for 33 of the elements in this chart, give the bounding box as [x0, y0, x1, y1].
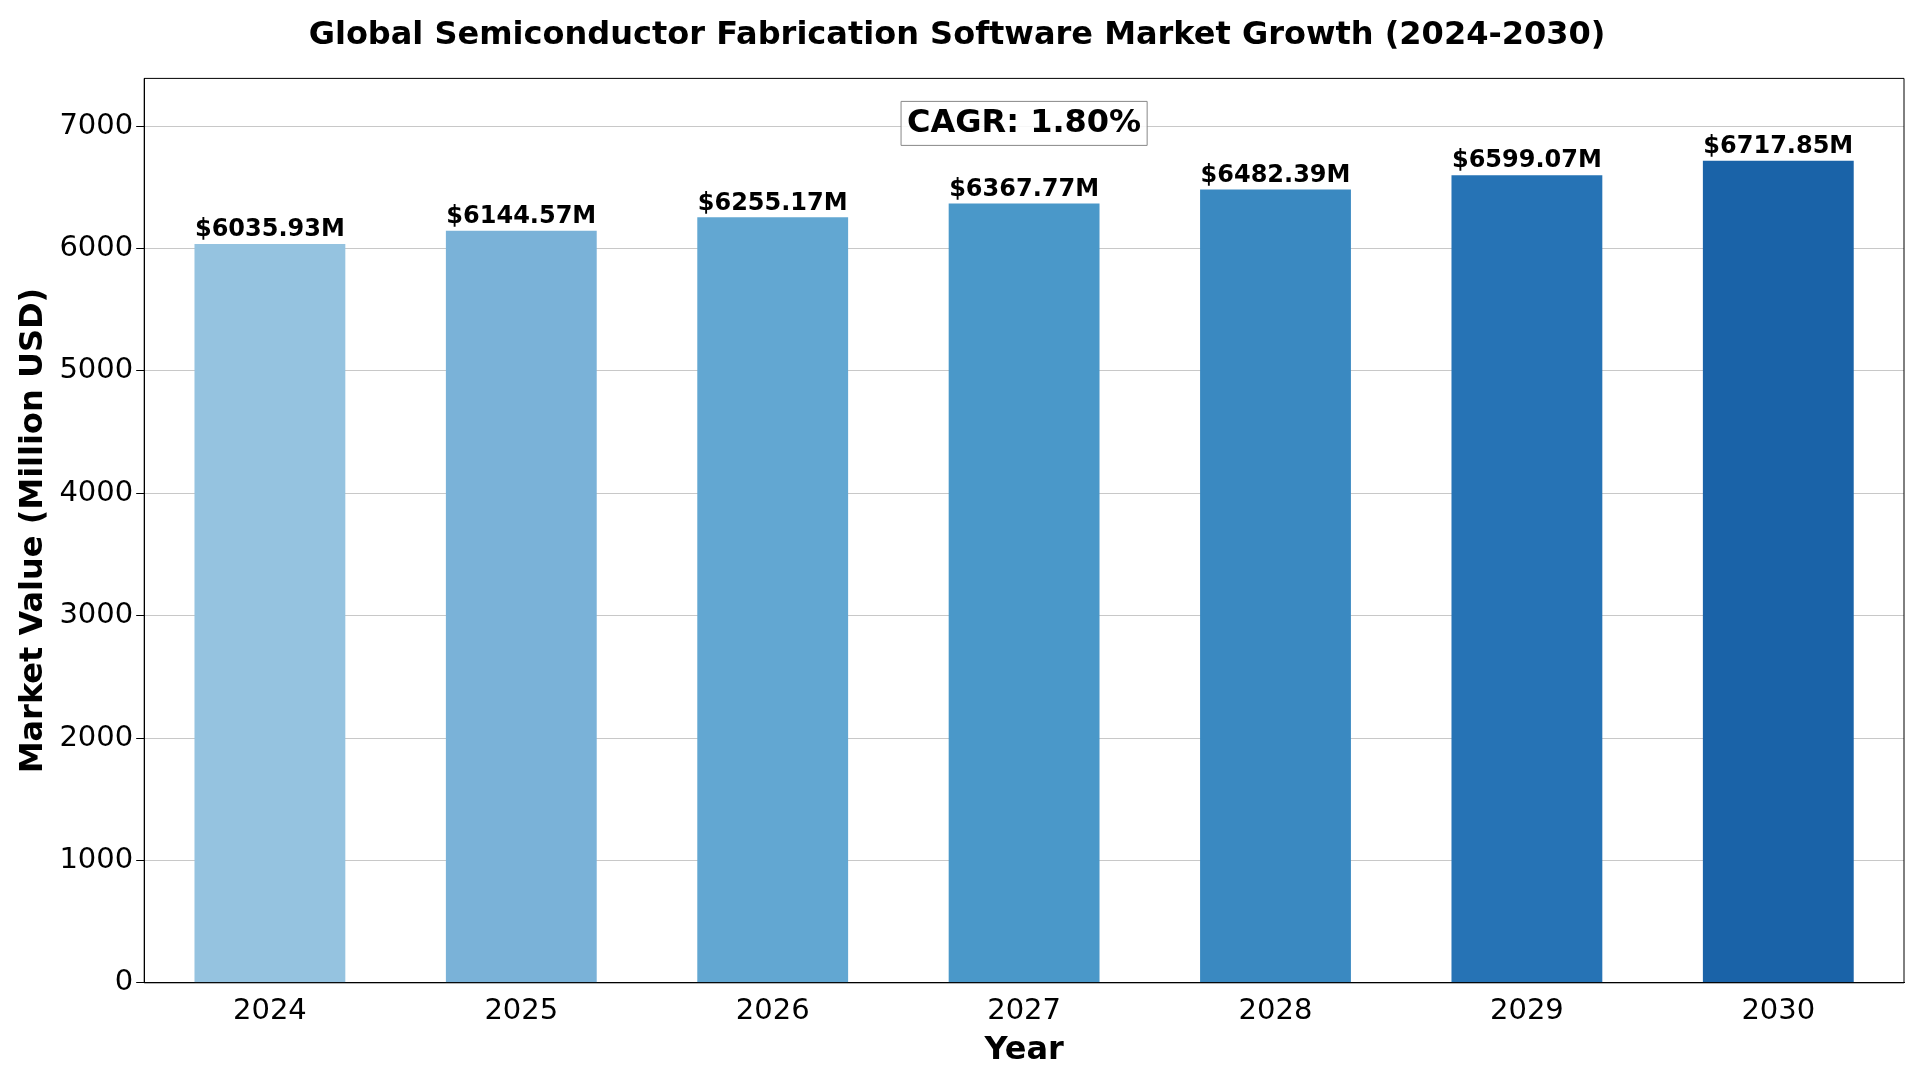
bar: [1451, 175, 1603, 983]
x-tick-label: 2024: [233, 991, 307, 1026]
data-label: $6717.85M: [1703, 130, 1854, 159]
data-label: $6035.93M: [194, 214, 345, 243]
x-tick-label: 2028: [1238, 991, 1313, 1026]
y-tick-label: 1000: [59, 840, 134, 875]
x-axis-title: Year: [983, 1029, 1064, 1068]
x-tick-label: 2030: [1741, 991, 1816, 1026]
x-tick-label: 2026: [735, 991, 810, 1026]
y-tick-label: 0: [114, 963, 134, 998]
y-tick-label: 2000: [59, 718, 134, 753]
bar: [1200, 189, 1351, 983]
bar: [948, 203, 1100, 983]
chart-title: Global Semiconductor Fabrication Software Market Growth (2024-2030): [308, 13, 1606, 52]
x-tick-label: 2025: [484, 991, 559, 1026]
bar: [1702, 160, 1854, 983]
bar: [445, 230, 597, 983]
data-label: $6144.57M: [446, 201, 597, 230]
y-tick-label: 4000: [59, 473, 134, 508]
data-label: $6599.07M: [1451, 145, 1602, 174]
x-tick-label: 2029: [1489, 991, 1564, 1026]
y-tick-label: 6000: [59, 229, 134, 264]
data-label: $6482.39M: [1200, 159, 1351, 188]
y-tick-label: 7000: [59, 106, 134, 141]
bar: [697, 217, 849, 983]
data-label: $6255.17M: [697, 187, 848, 216]
y-axis-title: Market Value (Million USD): [11, 287, 50, 774]
y-tick-label: 3000: [59, 596, 134, 631]
data-label: $6367.77M: [949, 173, 1100, 202]
annotation: CAGR: 1.80%: [907, 101, 1142, 140]
bar: [194, 244, 346, 983]
y-tick-label: 5000: [59, 351, 134, 386]
x-tick-label: 2027: [987, 991, 1062, 1026]
